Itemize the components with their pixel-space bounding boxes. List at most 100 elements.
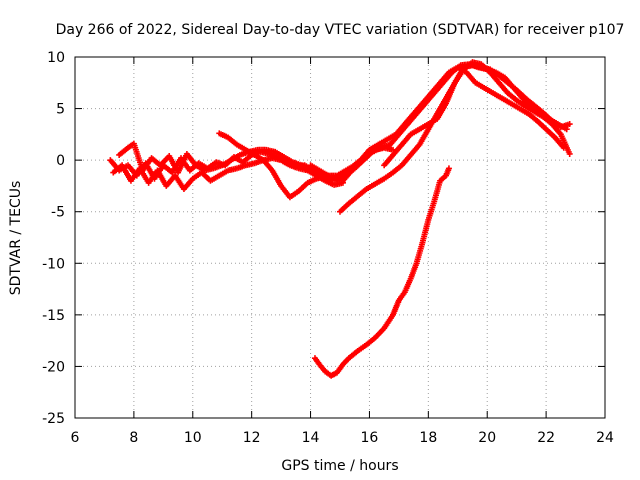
x-tick-label: 18 (419, 430, 437, 446)
data-point (404, 121, 411, 128)
data-point (225, 167, 232, 174)
chart-title: Day 266 of 2022, Sidereal Day-to-day VTE… (56, 22, 625, 38)
data-point (525, 110, 532, 117)
marker-trail (427, 116, 439, 126)
data-point (154, 167, 161, 174)
marker-trail (497, 73, 510, 85)
marker-trail (185, 152, 198, 167)
axis-ticks (74, 56, 606, 419)
data-point (395, 297, 402, 304)
data-point (566, 150, 573, 157)
marker-trail (491, 91, 504, 101)
data-point (543, 126, 550, 133)
data-point (522, 95, 529, 102)
data-point (166, 153, 173, 160)
marker-trail (488, 70, 501, 85)
data-point (387, 141, 394, 148)
data-point (507, 100, 514, 107)
data-point (254, 146, 261, 153)
data-point (157, 162, 164, 169)
marker-trail (368, 142, 380, 152)
data-point (496, 79, 502, 86)
data-point (328, 372, 335, 379)
data-point (516, 105, 523, 112)
marker-trail (544, 127, 557, 140)
marker-trail (409, 127, 421, 137)
data-point (225, 134, 232, 141)
data-point (443, 172, 449, 179)
marker-trail (347, 349, 360, 360)
marker-trail (506, 81, 519, 92)
data-point (148, 155, 155, 162)
data-point (425, 216, 432, 223)
x-axis-label: GPS time / hours (281, 458, 398, 474)
marker-trail (200, 170, 212, 183)
data-point (172, 172, 179, 179)
data-point (395, 131, 402, 138)
data-point (163, 182, 170, 189)
marker-trail (261, 158, 274, 172)
marker-trail (353, 158, 366, 170)
data-point (360, 157, 367, 164)
data-point (557, 131, 564, 138)
marker-trail (535, 119, 548, 131)
marker-trail (335, 363, 345, 374)
marker-trail (221, 158, 233, 168)
data-point (440, 79, 447, 86)
marker-trail (244, 147, 256, 157)
data-point (390, 151, 396, 158)
marker-trail (400, 153, 413, 167)
data-point (472, 79, 479, 86)
marker-trail (452, 66, 466, 85)
data-point (216, 130, 223, 137)
data-point (390, 169, 396, 176)
data-point (201, 167, 208, 174)
data-points (107, 59, 573, 379)
data-point (233, 141, 240, 148)
data-point (445, 165, 452, 172)
series-track-7 (381, 62, 573, 169)
data-point (437, 177, 444, 184)
data-point (566, 121, 573, 128)
marker-trail (126, 141, 136, 150)
marker-trail (382, 153, 395, 167)
marker-trail (397, 122, 410, 136)
data-point (311, 355, 318, 362)
data-point (345, 355, 352, 362)
data-point (286, 162, 293, 169)
data-point (145, 179, 152, 186)
marker-trail (317, 362, 328, 374)
marker-trail (400, 132, 413, 147)
data-point (298, 162, 305, 169)
marker-trail (420, 219, 431, 244)
marker-trail (362, 150, 374, 162)
marker-trail (274, 149, 286, 159)
marker-trail (182, 177, 195, 191)
marker-trail (418, 122, 430, 132)
marker-trail (488, 67, 501, 78)
x-tick-label: 6 (71, 430, 80, 446)
data-point (384, 136, 391, 143)
marker-trail (435, 102, 448, 121)
marker-trail (344, 166, 357, 178)
marker-trail (318, 168, 330, 178)
data-point (381, 175, 388, 182)
x-tick-label: 14 (302, 430, 320, 446)
marker-trail (279, 158, 292, 168)
y-tick-label: -20 (42, 359, 65, 375)
data-point (416, 141, 423, 148)
data-point (251, 151, 258, 158)
data-point (278, 157, 285, 164)
marker-trail (397, 290, 407, 302)
x-tick-label: 10 (184, 430, 202, 446)
marker-trail (518, 106, 530, 116)
marker-trail (377, 137, 389, 147)
marker-trail (550, 119, 563, 129)
data-point (219, 162, 226, 169)
data-point (192, 162, 199, 169)
data-point (531, 108, 538, 115)
marker-trail (509, 101, 521, 111)
data-point (260, 157, 267, 164)
marker-trail (218, 131, 230, 140)
data-point (431, 90, 438, 97)
